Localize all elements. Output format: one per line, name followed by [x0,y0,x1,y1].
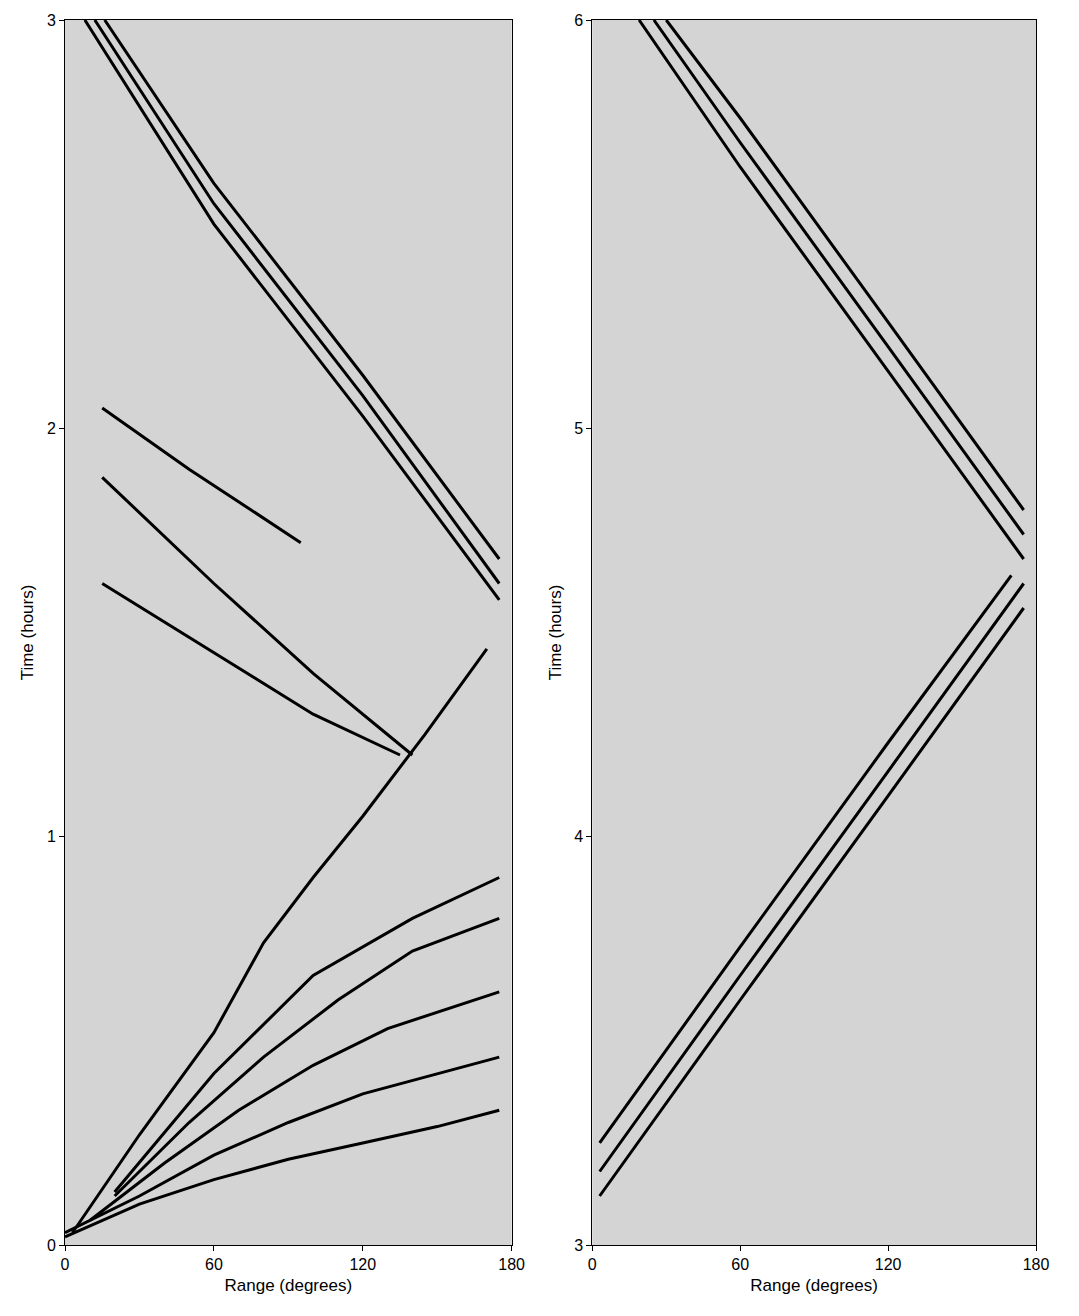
svg-text:Time (hours): Time (hours) [18,585,37,681]
svg-text:180: 180 [1023,1256,1050,1273]
svg-text:0: 0 [61,1256,70,1273]
svg-text:4: 4 [574,828,583,845]
svg-text:0: 0 [47,1237,56,1254]
svg-text:180: 180 [498,1256,525,1273]
svg-text:Range (degrees): Range (degrees) [750,1276,878,1295]
svg-text:120: 120 [875,1256,902,1273]
svg-text:3: 3 [47,12,56,29]
svg-text:6: 6 [574,12,583,29]
svg-text:5: 5 [574,420,583,437]
svg-text:120: 120 [349,1256,376,1273]
svg-text:Time (hours): Time (hours) [546,585,565,681]
svg-text:3: 3 [574,1237,583,1254]
svg-text:0: 0 [588,1256,597,1273]
svg-text:Range (degrees): Range (degrees) [225,1276,353,1295]
svg-text:60: 60 [205,1256,223,1273]
svg-text:60: 60 [731,1256,749,1273]
svg-text:1: 1 [47,828,56,845]
svg-text:2: 2 [47,420,56,437]
